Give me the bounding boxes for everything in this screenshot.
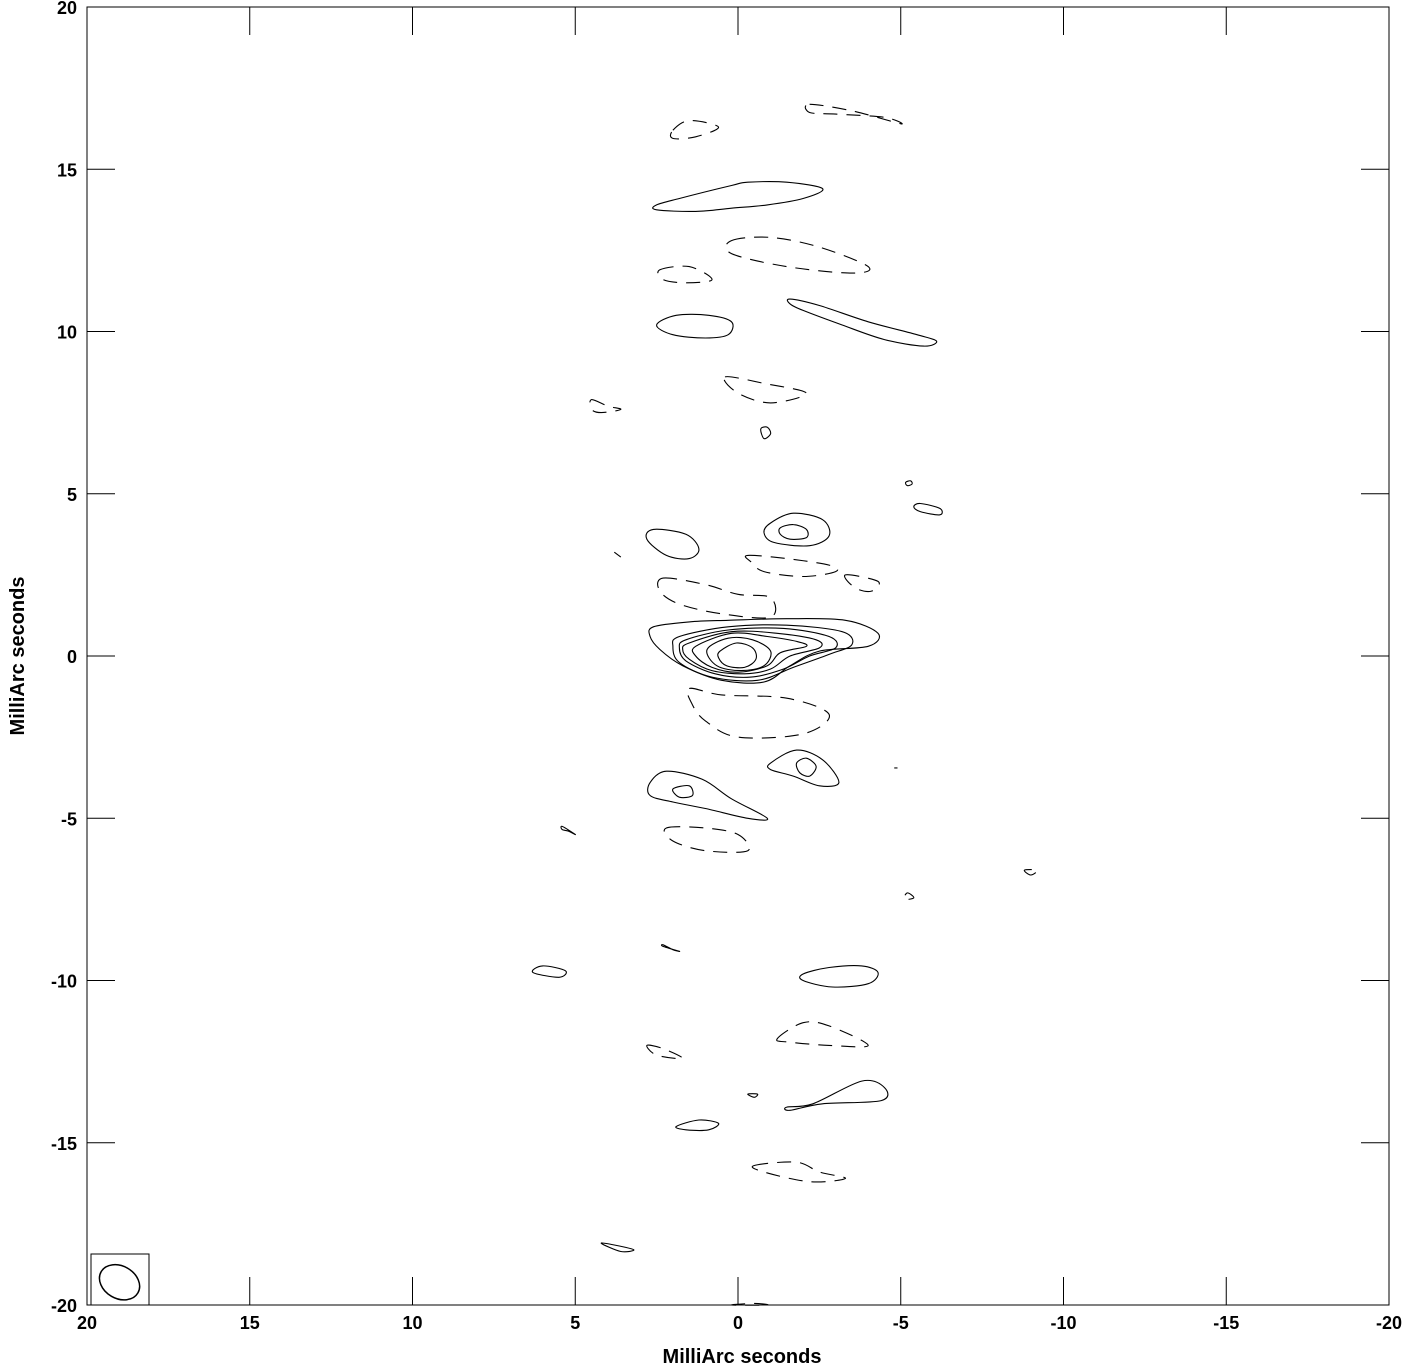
contour-core-level-4 xyxy=(682,630,823,675)
contour-s-blob-left-outer xyxy=(647,770,769,821)
contour-blob-far-north xyxy=(652,181,824,213)
contour-n-blob-right-outer xyxy=(763,512,831,547)
contour-neg-near-north-3 xyxy=(843,574,880,592)
y-axis-label: MilliArc seconds xyxy=(7,577,29,736)
axis-ticks xyxy=(86,6,1390,1306)
contour-s-blob-left-inner xyxy=(672,784,694,799)
contour-neg-far-north-1 xyxy=(804,103,903,125)
y-tick-label: 20 xyxy=(57,0,77,18)
contour-neg-far-north-2 xyxy=(669,120,720,140)
y-tick-label: 10 xyxy=(57,323,77,343)
y-tick-label: 15 xyxy=(57,160,77,180)
contour-blob-s-tiny xyxy=(660,944,681,952)
contour-neg-south-2 xyxy=(903,892,915,901)
contour-core-level-2 xyxy=(671,624,854,682)
x-tick-label: 0 xyxy=(733,1313,743,1333)
contour-blob-north-left xyxy=(656,313,734,339)
contour-neg-north-3 xyxy=(723,376,807,404)
contour-s-blob-right-outer xyxy=(766,749,840,787)
contour-neg-south-7 xyxy=(730,1302,769,1306)
contour-core-level-1 xyxy=(648,618,880,684)
contour-blob-sw-far xyxy=(531,965,567,978)
contour-n-jet-upper-left xyxy=(645,528,700,560)
contour-neg-north-2 xyxy=(657,265,713,284)
x-tick-label: -15 xyxy=(1213,1313,1239,1333)
contour-blob-s-far-right xyxy=(784,1079,889,1111)
contour-blob-ne-dot xyxy=(904,480,913,487)
contour-core-level-7 xyxy=(717,642,757,669)
contour-core-level-5 xyxy=(691,632,808,673)
contour-neg-near-north-1 xyxy=(657,577,777,619)
contour-core-level-6 xyxy=(706,636,772,672)
contour-blob-north-right-elongated xyxy=(786,298,938,347)
y-tick-label: -15 xyxy=(51,1134,77,1154)
x-axis-label: MilliArc seconds xyxy=(663,1346,822,1368)
contour-neg-near-north-4 xyxy=(613,551,622,558)
x-tick-label: -20 xyxy=(1376,1313,1402,1333)
contour-blob-north-small xyxy=(760,426,772,440)
contour-blob-sw-small xyxy=(560,825,576,836)
y-tick-label: -10 xyxy=(51,972,77,992)
x-tick-label: -10 xyxy=(1050,1313,1076,1333)
contour-neg-south-4 xyxy=(776,1021,869,1048)
y-tick-label: 0 xyxy=(67,647,77,667)
contour-blob-s-tiny-2 xyxy=(747,1093,759,1098)
contour-blob-sw-bottom xyxy=(600,1242,635,1253)
x-tick-label: 5 xyxy=(570,1313,580,1333)
contour-blob-ne-small xyxy=(913,502,943,516)
contour-neg-near-south xyxy=(686,687,830,739)
beam-indicator xyxy=(90,1253,150,1306)
contour-neg-south-3 xyxy=(1023,869,1039,876)
contour-blob-s-far-left xyxy=(675,1119,720,1131)
x-tick-label: 15 xyxy=(240,1313,260,1333)
contour-blob-s-right xyxy=(799,965,879,988)
contour-neg-north-1 xyxy=(725,236,871,274)
beam-ellipse xyxy=(98,1263,141,1301)
x-tick-label: -5 xyxy=(893,1313,909,1333)
contour-s-blob-right-inner xyxy=(795,757,817,777)
plot-frame xyxy=(86,6,1390,1306)
contour-neg-south-1 xyxy=(663,826,751,853)
beam-box xyxy=(90,1253,150,1306)
contour-neg-south-5 xyxy=(646,1044,684,1060)
y-tick-label: 5 xyxy=(67,485,77,505)
contour-neg-near-north-2 xyxy=(744,554,839,578)
y-tick-label: -5 xyxy=(61,809,77,829)
y-tick-label: -20 xyxy=(51,1296,77,1316)
x-tick-label: 10 xyxy=(402,1313,422,1333)
contour-neg-north-4 xyxy=(589,399,622,414)
x-tick-label: 20 xyxy=(77,1313,97,1333)
contour-core-level-3 xyxy=(678,627,838,678)
contour-n-blob-right-inner xyxy=(778,524,809,540)
contour-lines xyxy=(531,103,1039,1306)
contour-neg-south-6 xyxy=(751,1161,846,1183)
